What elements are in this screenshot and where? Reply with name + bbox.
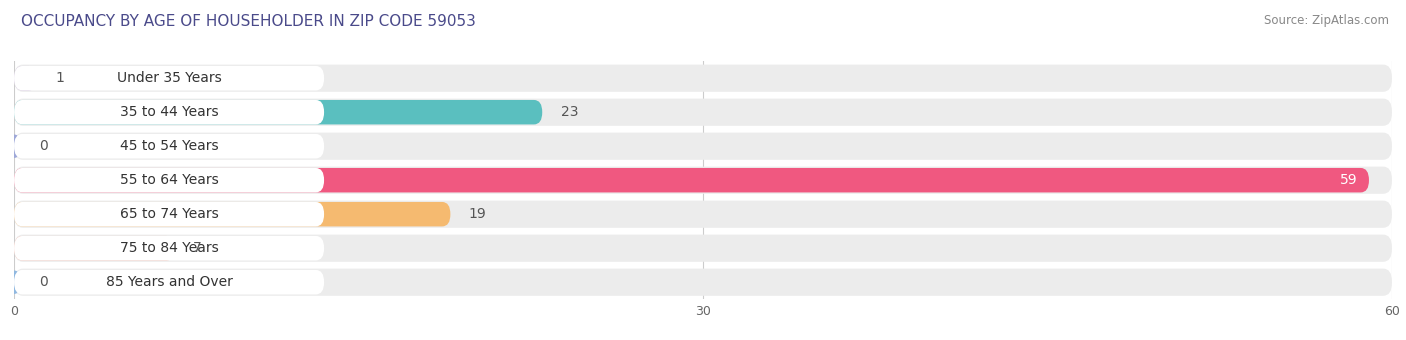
- Text: 85 Years and Over: 85 Years and Over: [105, 275, 232, 289]
- Text: 0: 0: [39, 139, 48, 153]
- FancyBboxPatch shape: [14, 167, 1392, 194]
- Text: 75 to 84 Years: 75 to 84 Years: [120, 241, 218, 255]
- Text: 1: 1: [55, 71, 65, 85]
- FancyBboxPatch shape: [14, 66, 325, 90]
- Text: OCCUPANCY BY AGE OF HOUSEHOLDER IN ZIP CODE 59053: OCCUPANCY BY AGE OF HOUSEHOLDER IN ZIP C…: [21, 14, 477, 29]
- FancyBboxPatch shape: [14, 270, 325, 294]
- FancyBboxPatch shape: [14, 202, 450, 226]
- FancyBboxPatch shape: [14, 235, 1392, 262]
- FancyBboxPatch shape: [14, 65, 1392, 92]
- FancyBboxPatch shape: [14, 100, 543, 124]
- Text: 0: 0: [39, 275, 48, 289]
- FancyBboxPatch shape: [14, 99, 1392, 126]
- Text: Under 35 Years: Under 35 Years: [117, 71, 222, 85]
- Text: 55 to 64 Years: 55 to 64 Years: [120, 173, 218, 187]
- FancyBboxPatch shape: [14, 269, 1392, 296]
- Circle shape: [7, 271, 21, 293]
- Circle shape: [7, 135, 21, 157]
- FancyBboxPatch shape: [14, 202, 325, 226]
- Text: 45 to 54 Years: 45 to 54 Years: [120, 139, 218, 153]
- FancyBboxPatch shape: [14, 236, 174, 260]
- Text: 65 to 74 Years: 65 to 74 Years: [120, 207, 218, 221]
- FancyBboxPatch shape: [14, 201, 1392, 228]
- FancyBboxPatch shape: [14, 134, 325, 158]
- Text: Source: ZipAtlas.com: Source: ZipAtlas.com: [1264, 14, 1389, 27]
- FancyBboxPatch shape: [14, 66, 37, 90]
- Text: 23: 23: [561, 105, 578, 119]
- FancyBboxPatch shape: [14, 236, 325, 260]
- Text: 35 to 44 Years: 35 to 44 Years: [120, 105, 218, 119]
- FancyBboxPatch shape: [14, 168, 1369, 192]
- Text: 59: 59: [1340, 173, 1358, 187]
- Text: 19: 19: [468, 207, 486, 221]
- Text: 7: 7: [193, 241, 202, 255]
- FancyBboxPatch shape: [14, 100, 325, 124]
- FancyBboxPatch shape: [14, 133, 1392, 160]
- FancyBboxPatch shape: [14, 168, 325, 192]
